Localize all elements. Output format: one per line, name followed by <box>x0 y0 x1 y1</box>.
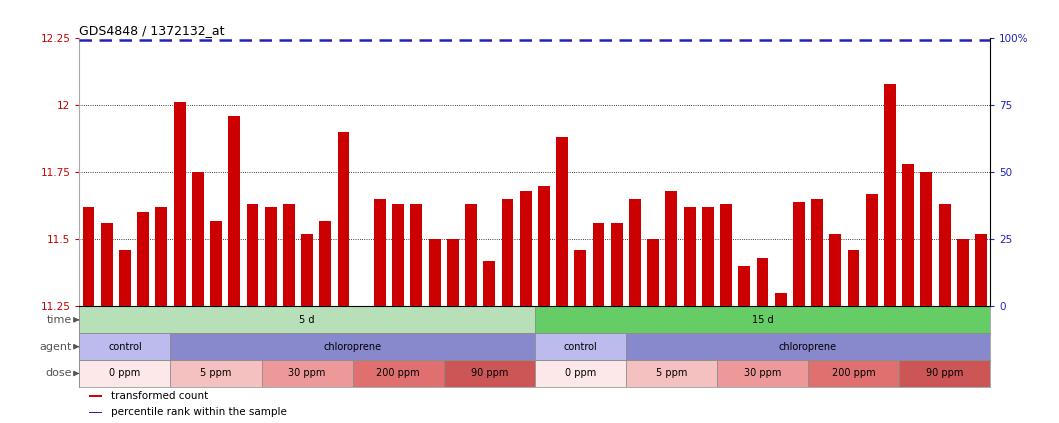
Bar <box>265 207 276 306</box>
Bar <box>975 234 987 306</box>
Text: 15 d: 15 d <box>752 315 773 325</box>
Text: 0 ppm: 0 ppm <box>564 368 596 379</box>
Text: control: control <box>108 342 142 352</box>
Text: 90 ppm: 90 ppm <box>470 368 508 379</box>
Bar <box>884 84 896 306</box>
Bar <box>647 239 659 306</box>
Text: control: control <box>563 342 597 352</box>
Text: GDS4848 / 1372132_at: GDS4848 / 1372132_at <box>79 24 225 37</box>
Bar <box>538 186 550 306</box>
Bar <box>83 207 94 306</box>
Bar <box>556 137 568 306</box>
Bar <box>520 191 532 306</box>
Text: dose: dose <box>46 368 72 379</box>
Bar <box>79 360 170 387</box>
Text: chloroprene: chloroprene <box>324 342 381 352</box>
Bar <box>483 261 496 306</box>
Bar <box>829 234 841 306</box>
Bar <box>338 132 349 306</box>
Bar <box>502 199 514 306</box>
Bar <box>535 306 990 333</box>
Bar <box>738 266 750 306</box>
Text: 0 ppm: 0 ppm <box>109 368 141 379</box>
Bar <box>79 306 535 333</box>
Bar <box>89 412 102 413</box>
Bar <box>138 212 149 306</box>
Bar <box>89 395 102 397</box>
Bar <box>626 360 717 387</box>
Text: 200 ppm: 200 ppm <box>376 368 420 379</box>
Bar <box>920 172 932 306</box>
Bar <box>702 207 714 306</box>
Bar <box>262 360 353 387</box>
Bar <box>847 250 860 306</box>
Bar <box>392 204 405 306</box>
Bar <box>775 293 787 306</box>
Text: time: time <box>47 315 72 325</box>
Bar <box>811 199 823 306</box>
Bar <box>283 204 294 306</box>
Bar <box>902 164 914 306</box>
Bar <box>101 223 112 306</box>
Bar <box>429 239 441 306</box>
Bar <box>353 360 444 387</box>
Text: 30 ppm: 30 ppm <box>743 368 782 379</box>
Text: percentile rank within the sample: percentile rank within the sample <box>111 407 287 418</box>
Bar <box>793 202 805 306</box>
Text: transformed count: transformed count <box>111 391 209 401</box>
Bar <box>957 239 969 306</box>
Text: 5 d: 5 d <box>300 315 315 325</box>
Bar <box>210 220 222 306</box>
Bar <box>156 207 167 306</box>
Bar <box>320 220 331 306</box>
Bar <box>301 234 313 306</box>
Bar <box>574 250 587 306</box>
Bar <box>174 102 185 306</box>
Bar <box>535 360 626 387</box>
Text: 30 ppm: 30 ppm <box>288 368 326 379</box>
Bar <box>626 333 990 360</box>
Bar <box>119 250 131 306</box>
Text: 90 ppm: 90 ppm <box>926 368 964 379</box>
Bar <box>866 194 878 306</box>
Bar <box>593 223 605 306</box>
Bar <box>938 204 951 306</box>
Bar <box>629 199 641 306</box>
Bar <box>717 360 808 387</box>
Bar <box>684 207 696 306</box>
Bar <box>411 204 423 306</box>
Bar <box>229 116 240 306</box>
Bar <box>899 360 990 387</box>
Bar <box>447 239 459 306</box>
Text: chloroprene: chloroprene <box>779 342 837 352</box>
Bar <box>444 360 535 387</box>
Bar <box>170 360 262 387</box>
Text: agent: agent <box>40 342 72 352</box>
Bar <box>808 360 899 387</box>
Text: 5 ppm: 5 ppm <box>656 368 687 379</box>
Bar <box>535 333 626 360</box>
Bar <box>192 172 203 306</box>
Bar <box>720 204 732 306</box>
Text: 200 ppm: 200 ppm <box>831 368 876 379</box>
Bar <box>665 191 678 306</box>
Bar <box>756 258 769 306</box>
Text: 5 ppm: 5 ppm <box>200 368 232 379</box>
Bar <box>374 199 385 306</box>
Bar <box>170 333 535 360</box>
Bar <box>247 204 258 306</box>
Bar <box>465 204 477 306</box>
Bar <box>611 223 623 306</box>
Bar <box>79 333 170 360</box>
